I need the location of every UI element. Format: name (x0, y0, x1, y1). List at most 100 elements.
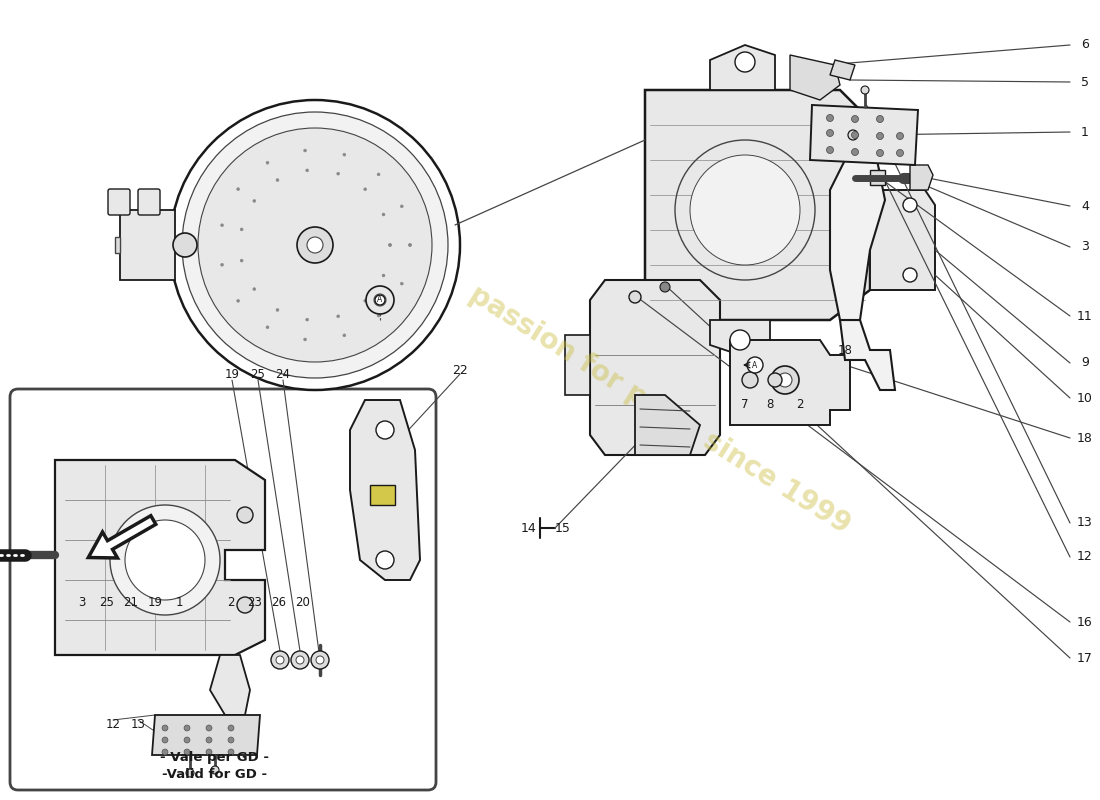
Circle shape (162, 737, 168, 743)
Circle shape (388, 243, 392, 246)
Polygon shape (645, 90, 870, 320)
Text: 15: 15 (556, 522, 571, 534)
Circle shape (266, 162, 270, 164)
Text: 25: 25 (100, 597, 114, 610)
Text: 17: 17 (1077, 651, 1093, 665)
Text: 6: 6 (1081, 38, 1089, 51)
Circle shape (877, 133, 883, 139)
Circle shape (307, 237, 323, 253)
Text: 4: 4 (1081, 199, 1089, 213)
Circle shape (221, 263, 223, 266)
Text: 9: 9 (1081, 357, 1089, 370)
Text: 10: 10 (1077, 391, 1093, 405)
Text: 21: 21 (123, 597, 139, 610)
Circle shape (228, 725, 234, 731)
Text: 1: 1 (1081, 126, 1089, 138)
Circle shape (903, 268, 917, 282)
Circle shape (388, 243, 392, 246)
Polygon shape (730, 340, 850, 425)
Circle shape (236, 299, 240, 302)
Circle shape (877, 115, 883, 122)
Circle shape (110, 505, 220, 615)
Circle shape (221, 224, 223, 226)
Circle shape (337, 315, 340, 318)
Circle shape (366, 286, 394, 314)
Circle shape (730, 330, 750, 350)
Circle shape (276, 178, 279, 182)
Polygon shape (710, 45, 776, 90)
Circle shape (629, 291, 641, 303)
Polygon shape (840, 320, 895, 390)
Circle shape (198, 128, 432, 362)
Polygon shape (910, 165, 933, 190)
Circle shape (228, 749, 234, 755)
Polygon shape (152, 715, 260, 755)
Circle shape (184, 737, 190, 743)
Polygon shape (590, 280, 720, 455)
Circle shape (173, 233, 197, 257)
Circle shape (742, 372, 758, 388)
Polygon shape (870, 190, 935, 290)
Text: 26: 26 (272, 597, 286, 610)
Text: 19: 19 (224, 369, 240, 382)
Circle shape (778, 373, 792, 387)
Circle shape (170, 100, 460, 390)
Circle shape (184, 749, 190, 755)
Circle shape (253, 287, 256, 290)
Text: 8: 8 (767, 398, 773, 411)
Text: 7: 7 (741, 398, 749, 411)
Text: - Vale per GD -: - Vale per GD - (161, 751, 270, 765)
Text: -Valid for GD -: -Valid for GD - (163, 769, 267, 782)
Text: 2: 2 (228, 597, 234, 610)
Circle shape (292, 651, 309, 669)
Circle shape (377, 314, 381, 317)
Text: 19: 19 (147, 597, 163, 610)
Polygon shape (830, 150, 886, 320)
Circle shape (186, 769, 194, 777)
Circle shape (896, 133, 903, 139)
Circle shape (297, 227, 333, 263)
Circle shape (851, 149, 858, 155)
Circle shape (826, 130, 834, 137)
Text: 22: 22 (452, 363, 468, 377)
Polygon shape (370, 485, 395, 505)
Circle shape (400, 205, 404, 208)
Circle shape (271, 651, 289, 669)
Text: 12: 12 (106, 718, 121, 731)
Circle shape (162, 725, 168, 731)
Circle shape (266, 326, 270, 329)
Text: 11: 11 (1077, 310, 1093, 322)
Polygon shape (790, 55, 840, 100)
Polygon shape (88, 516, 156, 558)
Circle shape (848, 130, 858, 140)
Polygon shape (55, 460, 265, 655)
Circle shape (211, 766, 219, 774)
Circle shape (240, 228, 243, 231)
Circle shape (306, 318, 309, 321)
Polygon shape (710, 320, 770, 355)
Circle shape (376, 551, 394, 569)
Circle shape (377, 173, 381, 176)
Circle shape (236, 507, 253, 523)
Circle shape (253, 199, 256, 202)
Circle shape (364, 188, 366, 190)
Circle shape (851, 131, 858, 138)
Polygon shape (210, 655, 250, 715)
Circle shape (276, 656, 284, 664)
Circle shape (236, 188, 240, 190)
Circle shape (747, 357, 763, 373)
Text: 12: 12 (1077, 550, 1093, 563)
Polygon shape (116, 237, 120, 253)
Circle shape (306, 169, 309, 172)
Circle shape (374, 294, 386, 306)
Text: 20: 20 (296, 597, 310, 610)
Text: 18: 18 (1077, 431, 1093, 445)
Text: 14: 14 (521, 522, 537, 534)
Circle shape (826, 146, 834, 154)
Circle shape (206, 749, 212, 755)
Circle shape (382, 274, 385, 277)
Circle shape (337, 172, 340, 175)
Circle shape (276, 309, 279, 311)
Circle shape (903, 198, 917, 212)
Circle shape (660, 282, 670, 292)
